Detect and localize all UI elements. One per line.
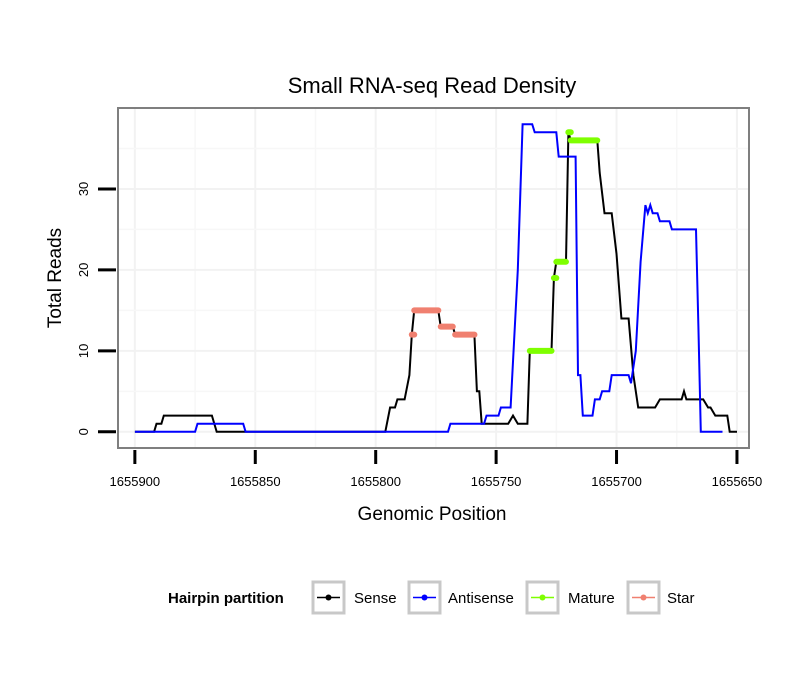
x-tick-label: 1655850 [230,474,281,489]
legend-dot-mature [539,594,546,601]
legend-item-antisense: Antisense [407,580,514,615]
series-layer [134,123,737,433]
x-axis-title: Genomic Position [358,504,507,525]
plot-background [118,108,749,448]
x-tick-label: 1655900 [110,474,161,489]
legend-item-mature: Mature [525,580,615,615]
legend-label-antisense: Antisense [448,590,514,607]
plot-border [117,107,750,449]
y-tick-label: 30 [76,182,91,196]
chart-title: Small RNA-seq Read Density [288,73,577,98]
x-tick-label: 1655750 [471,474,522,489]
y-axis: 0 10 20 30 [76,182,116,435]
legend-label-mature: Mature [568,590,615,607]
y-tick-label: 10 [76,344,91,358]
x-tick-label: 1655650 [712,474,763,489]
y-axis-title: Total Reads [45,228,66,328]
x-tick-label: 1655700 [591,474,642,489]
legend-dot-star [640,594,647,601]
series-line-antisense [134,123,723,433]
legend-item-star: Star [626,580,695,615]
legend-item-sense: Sense [311,580,397,615]
x-tick-label: 1655800 [350,474,401,489]
legend-dot-sense [325,594,332,601]
legend-dot-antisense [421,594,428,601]
y-tick-label: 0 [76,428,91,435]
x-axis: 1655900 1655850 1655800 1655750 1655700 16556… [110,450,763,489]
legend: Hairpin partition Sense Antisense Mature… [168,580,695,615]
legend-label-star: Star [667,590,695,607]
legend-title: Hairpin partition [168,590,284,607]
y-tick-label: 20 [76,263,91,277]
legend-label-sense: Sense [354,590,397,607]
